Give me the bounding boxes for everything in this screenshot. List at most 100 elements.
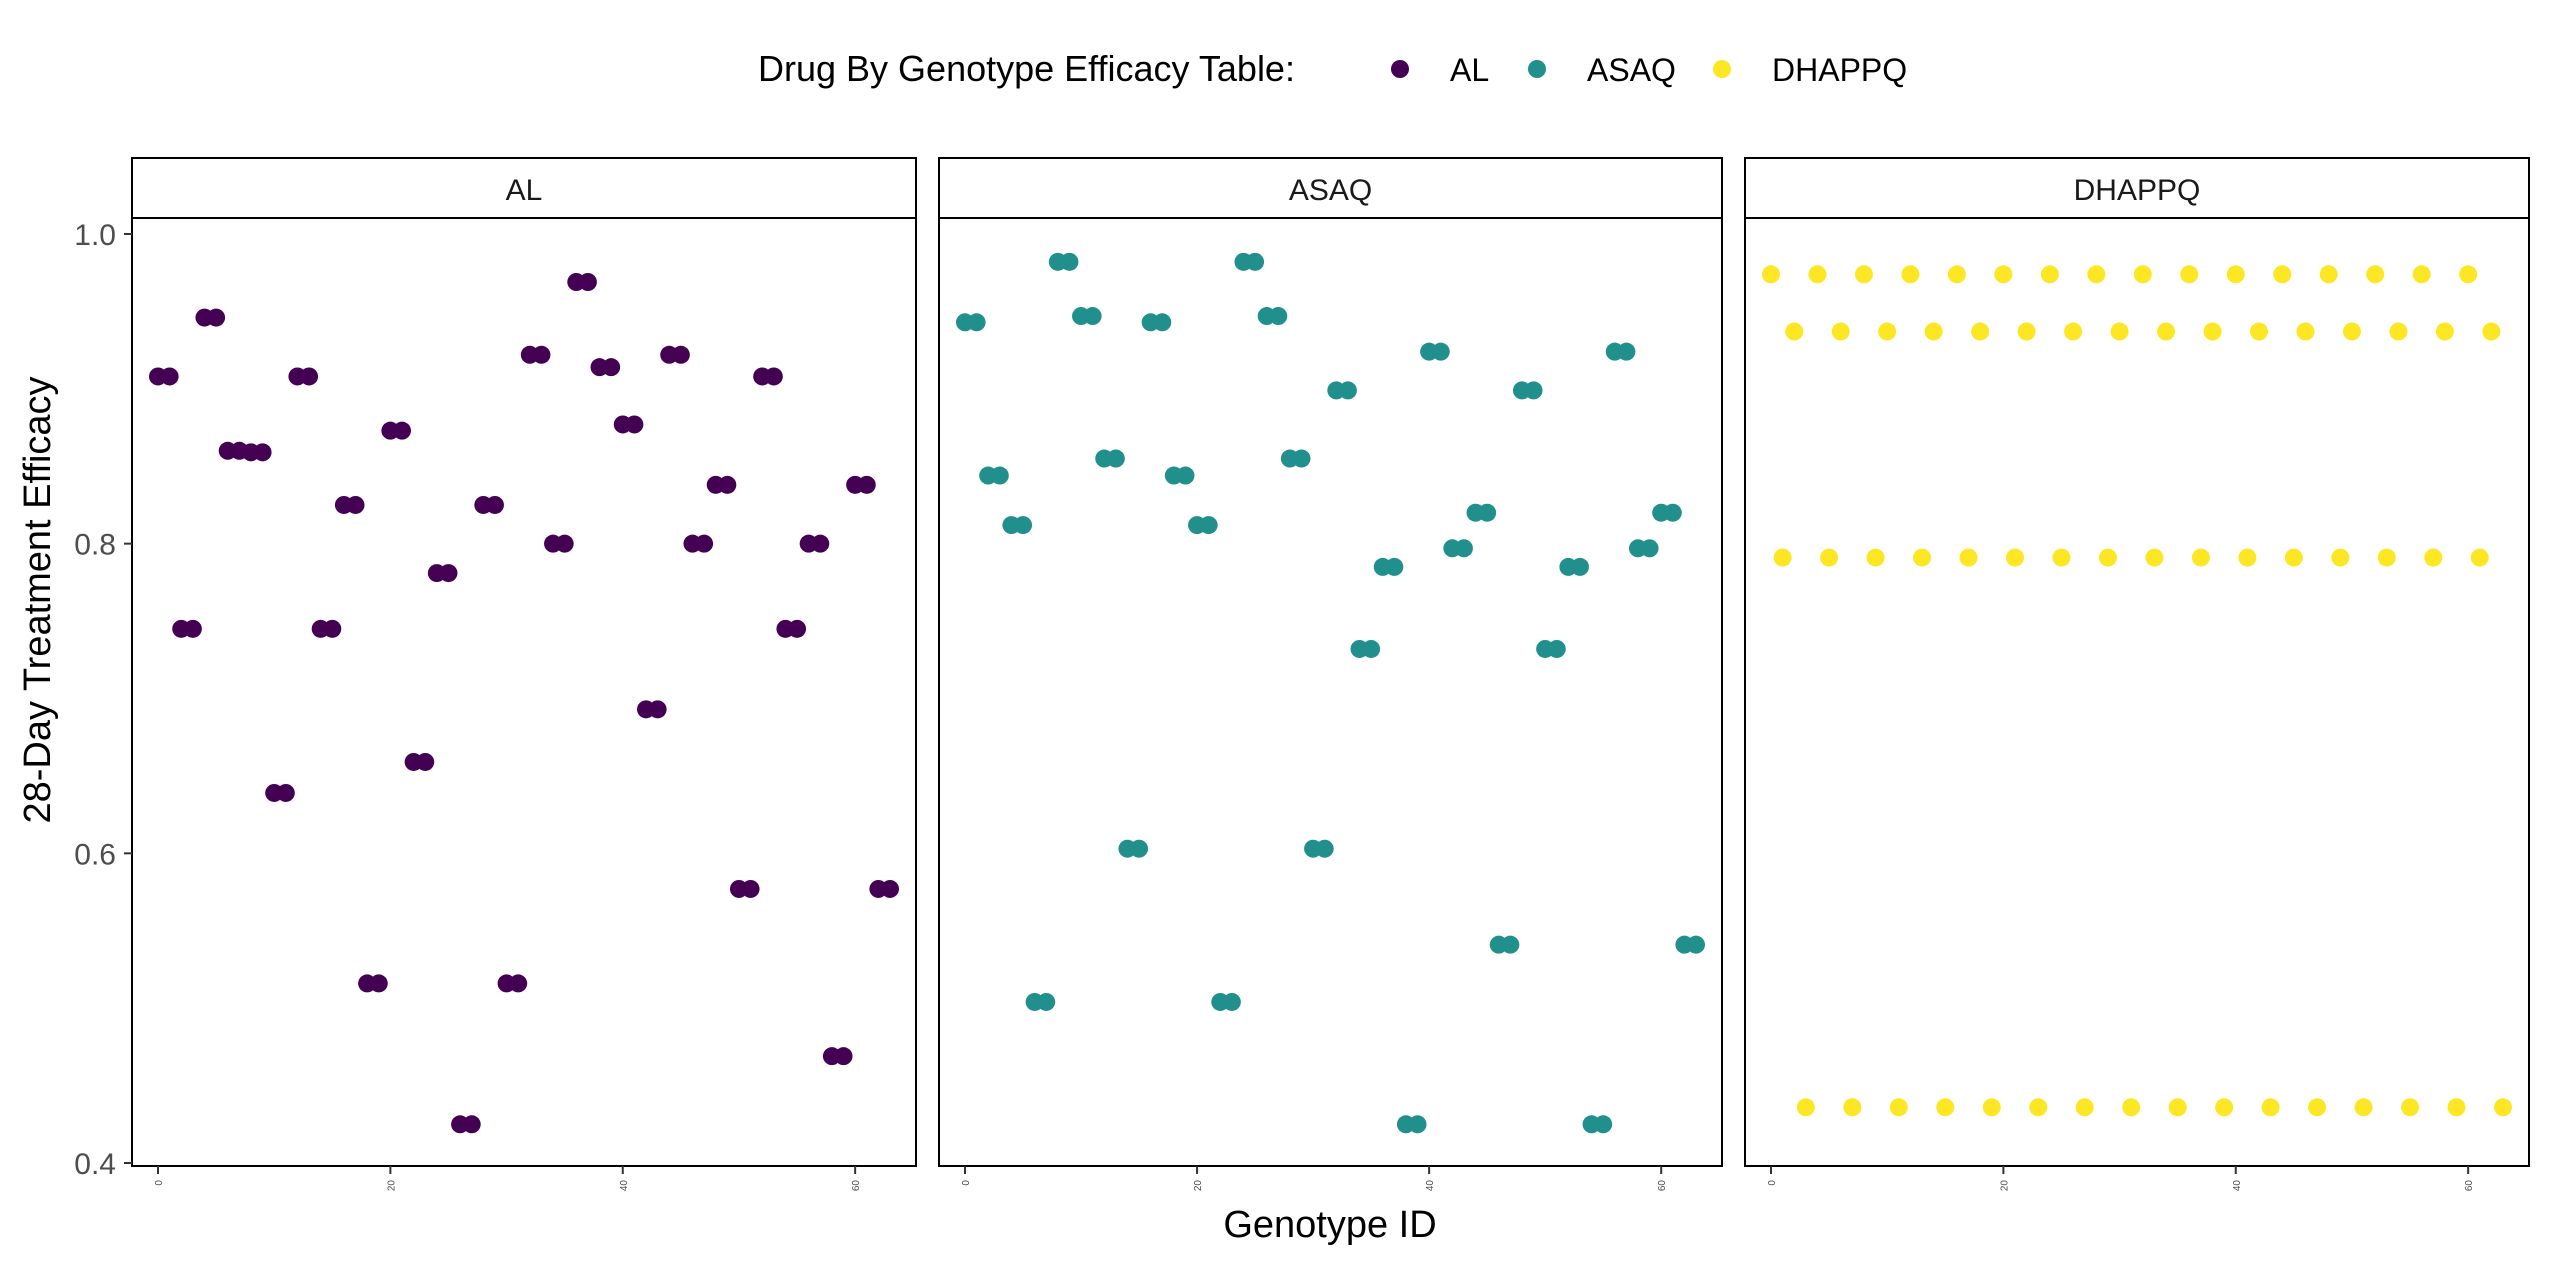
point-dhappq	[2296, 322, 2315, 341]
point-dhappq	[1959, 548, 1978, 567]
point-al	[485, 495, 504, 514]
point-dhappq	[2017, 322, 2036, 341]
point-dhappq	[2435, 322, 2454, 341]
point-asaq	[1687, 935, 1705, 954]
point-dhappq	[1808, 265, 1827, 284]
point-asaq	[1060, 252, 1079, 271]
point-dhappq	[2412, 265, 2431, 284]
point-asaq	[1663, 503, 1682, 522]
x-tick-label: 60	[851, 1180, 862, 1192]
point-dhappq	[2075, 1098, 2094, 1117]
point-al	[509, 974, 528, 993]
point-al	[741, 879, 760, 898]
point-asaq	[1640, 539, 1659, 558]
point-al	[416, 752, 435, 771]
legend-key-asaq	[1528, 60, 1546, 78]
point-asaq	[1478, 503, 1497, 522]
point-asaq	[1408, 1115, 1427, 1134]
point-al	[811, 534, 830, 553]
point-asaq	[1130, 839, 1149, 858]
point-dhappq	[2447, 1098, 2466, 1117]
facet-strip-label-asaq: ASAQ	[1289, 174, 1372, 207]
x-tick-label: 20	[1999, 1180, 2010, 1192]
point-al	[300, 367, 319, 386]
point-dhappq	[2331, 548, 2350, 567]
point-dhappq	[1936, 1098, 1955, 1117]
point-asaq	[1570, 557, 1589, 576]
series-al	[149, 272, 899, 1134]
point-dhappq	[1796, 1098, 1815, 1117]
x-tick-label: 0	[961, 1180, 972, 1186]
point-dhappq	[1773, 548, 1792, 567]
x-tick-label: 60	[2464, 1180, 2475, 1192]
point-al	[764, 367, 783, 386]
point-dhappq	[2052, 548, 2071, 567]
point-al	[439, 564, 458, 583]
point-dhappq	[2377, 548, 2396, 567]
point-dhappq	[2168, 1098, 2187, 1117]
legend-label-asaq: ASAQ	[1587, 52, 1676, 88]
point-asaq	[1338, 381, 1357, 400]
x-tick-label: 20	[386, 1180, 397, 1192]
x-tick-label: 40	[1425, 1180, 1436, 1192]
point-al	[555, 534, 574, 553]
point-asaq	[1153, 313, 1172, 332]
point-al	[393, 421, 411, 440]
point-asaq	[1594, 1115, 1613, 1134]
point-al	[881, 879, 899, 898]
point-asaq	[1083, 307, 1102, 326]
point-dhappq	[1878, 322, 1897, 341]
point-al	[532, 345, 551, 364]
point-dhappq	[2029, 1098, 2048, 1117]
facet-dhappq: DHAPPQ 0 20 40 60	[1744, 157, 2530, 1192]
point-dhappq	[1785, 322, 1804, 341]
point-asaq	[967, 313, 986, 332]
point-dhappq	[2250, 322, 2268, 341]
legend-label-dhappq: DHAPPQ	[1772, 52, 1907, 88]
point-asaq	[1501, 935, 1520, 954]
point-dhappq	[2424, 548, 2443, 567]
point-dhappq	[2180, 265, 2199, 284]
point-asaq	[1246, 252, 1265, 271]
point-dhappq	[2110, 322, 2129, 341]
point-dhappq	[2273, 265, 2292, 284]
legend-label-al: AL	[1450, 52, 1489, 88]
x-tick-label: 60	[1657, 1180, 1668, 1192]
facet-strip-label-dhappq: DHAPPQ	[2074, 174, 2201, 207]
point-dhappq	[2459, 265, 2478, 284]
y-tick-label: 0.8	[74, 529, 116, 562]
x-axis-title: Genotype ID	[1223, 1204, 1436, 1246]
point-dhappq	[2470, 548, 2489, 567]
point-dhappq	[2203, 322, 2222, 341]
point-dhappq	[2006, 548, 2024, 567]
point-asaq	[1106, 449, 1125, 468]
point-dhappq	[1854, 265, 1873, 284]
point-asaq	[1292, 449, 1311, 468]
point-dhappq	[2482, 322, 2501, 341]
facet-strip-dhappq	[1744, 157, 2530, 219]
point-asaq	[1222, 992, 1241, 1011]
point-dhappq	[1762, 265, 1780, 284]
point-al	[788, 619, 807, 638]
point-dhappq	[1913, 548, 1932, 567]
point-dhappq	[1866, 548, 1885, 567]
point-dhappq	[2157, 322, 2176, 341]
point-dhappq	[2238, 548, 2257, 567]
point-asaq	[1315, 839, 1334, 858]
point-asaq	[1454, 539, 1473, 558]
panel-border-dhappq	[1744, 217, 2530, 1167]
point-al	[253, 443, 272, 462]
point-al	[578, 272, 597, 291]
facets: AL 0 20 40 60 ASAQ 0 20 40 60 DHAPPQ 0 20 40 60	[131, 157, 2530, 1192]
point-dhappq	[1982, 1098, 2001, 1117]
point-al	[369, 974, 388, 993]
point-al	[857, 475, 876, 494]
point-dhappq	[2040, 265, 2059, 284]
point-dhappq	[1843, 1098, 1862, 1117]
point-dhappq	[2389, 322, 2408, 341]
point-dhappq	[2308, 1098, 2327, 1117]
point-dhappq	[1831, 322, 1850, 341]
point-al	[323, 619, 342, 638]
point-al	[276, 783, 295, 802]
facet-strip-label-al: AL	[506, 174, 543, 207]
